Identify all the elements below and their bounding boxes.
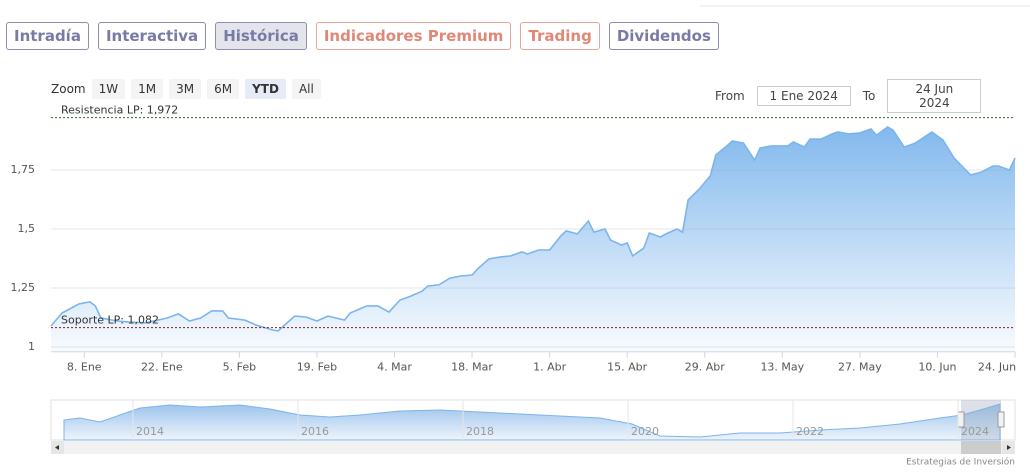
x-tick-label: 15. Abr bbox=[607, 361, 647, 374]
x-tick-label: 10. Jun bbox=[918, 361, 956, 374]
to-input[interactable]: 24 Jun 2024 bbox=[887, 79, 982, 113]
tab[interactable]: Interactiva bbox=[97, 22, 207, 50]
credit: Estrategias de Inversión bbox=[906, 457, 1015, 468]
tab[interactable]: Indicadores Premium bbox=[315, 22, 512, 50]
to-label: To bbox=[862, 89, 876, 103]
level-label: Resistencia LP: 1,972 bbox=[61, 104, 178, 117]
y-tick-label: 1,5 bbox=[18, 222, 36, 235]
navigator-label: 2014 bbox=[136, 425, 164, 438]
x-tick-label: 13. May bbox=[760, 361, 804, 374]
navigator-label: 2016 bbox=[301, 425, 329, 438]
zoom-label: Zoom bbox=[51, 82, 86, 96]
x-tick-label: 29. Abr bbox=[685, 361, 725, 374]
tab[interactable]: Trading bbox=[520, 22, 600, 50]
scrollbar[interactable] bbox=[51, 441, 1015, 454]
navigator-label: 2020 bbox=[631, 425, 659, 438]
y-tick-label: 1 bbox=[28, 340, 35, 353]
x-tick-label: 19. Feb bbox=[297, 361, 337, 374]
zoom-button[interactable]: 3M bbox=[169, 79, 202, 99]
navigator-label: 2024 bbox=[961, 425, 989, 438]
x-tick-label: 27. May bbox=[838, 361, 882, 374]
navigator-label: 2018 bbox=[466, 425, 494, 438]
zoom-button[interactable]: 1M bbox=[131, 79, 164, 99]
from-label: From bbox=[715, 89, 745, 103]
level-label: Soporte LP: 1,082 bbox=[61, 314, 159, 327]
date-range: From 1 Ene 2024 To 24 Jun 2024 bbox=[715, 79, 993, 113]
navigator-label: 2022 bbox=[796, 425, 824, 438]
navigator-handle[interactable] bbox=[997, 411, 1005, 428]
zoom-button[interactable]: 6M bbox=[207, 79, 240, 99]
tab[interactable]: Dividendos bbox=[608, 22, 719, 50]
tab[interactable]: Histórica bbox=[215, 22, 307, 50]
y-tick-label: 1,25 bbox=[11, 281, 36, 294]
zoom-button[interactable]: YTD bbox=[245, 79, 286, 99]
zoom: Zoom 1W 1M 3M 6M YTD All bbox=[51, 79, 321, 99]
area-fill bbox=[51, 127, 1015, 352]
zoom-button[interactable]: 1W bbox=[91, 79, 126, 99]
navigator-window[interactable] bbox=[961, 400, 1001, 440]
x-tick-label: 18. Mar bbox=[451, 361, 493, 374]
y-tick-label: 1,75 bbox=[11, 163, 36, 176]
from-input[interactable]: 1 Ene 2024 bbox=[756, 86, 851, 106]
scrollbar-thumb[interactable] bbox=[961, 441, 1001, 454]
x-tick-label: 22. Ene bbox=[141, 361, 183, 374]
tab[interactable]: Intradía bbox=[6, 22, 89, 50]
tabs: Intradía Interactiva Histórica Indicadores … bbox=[6, 22, 719, 50]
zoom-button[interactable]: All bbox=[291, 79, 321, 99]
x-tick-label: 1. Abr bbox=[533, 361, 566, 374]
price-line bbox=[50, 126, 1016, 332]
x-tick-label: 5. Feb bbox=[223, 361, 256, 374]
x-tick-label: 8. Ene bbox=[67, 361, 102, 374]
x-tick-label: 24. Jun bbox=[978, 361, 1016, 374]
x-tick-label: 4. Mar bbox=[377, 361, 412, 374]
